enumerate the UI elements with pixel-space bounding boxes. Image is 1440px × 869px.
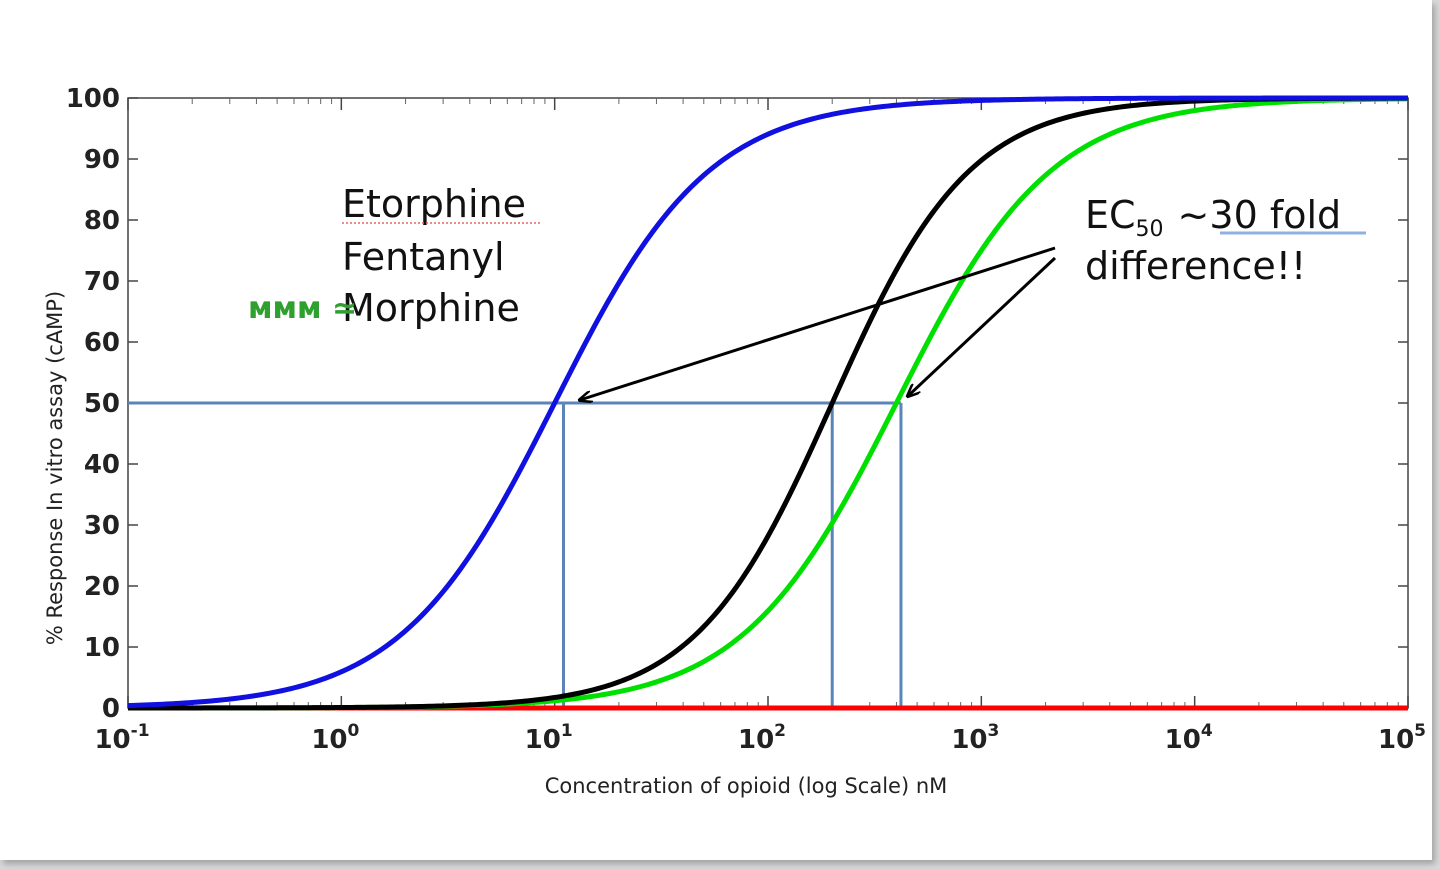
ec50-guide-lines xyxy=(128,401,903,708)
axes: 0 10 20 30 40 50 60 70 80 90 100 10-1 100 101 102 103 10… xyxy=(66,84,1426,755)
y-tick-label: 20 xyxy=(84,572,120,602)
y-tick-label: 70 xyxy=(84,267,120,297)
arrow-to-morphine-ec50 xyxy=(908,256,1057,396)
y-tick-label: 50 xyxy=(84,389,120,419)
legend-morphine: Morphine xyxy=(342,286,520,330)
x-tick-label: 100 xyxy=(311,721,359,755)
y-tick-label: 80 xyxy=(84,206,120,236)
x-tick-label: 10-1 xyxy=(94,721,149,755)
arrow-to-etorphine-ec50 xyxy=(580,246,1056,400)
curves xyxy=(127,95,1409,711)
y-tick-label: 40 xyxy=(84,450,120,480)
y-tick-label: 10 xyxy=(84,633,120,663)
legend-etorphine: Etorphine xyxy=(342,182,526,226)
y-tick-label: 90 xyxy=(84,145,120,175)
ec50-difference-label: difference!! xyxy=(1085,244,1306,288)
y-tick-label: 100 xyxy=(66,84,120,114)
x-tick-label: 105 xyxy=(1378,721,1426,755)
x-tick-label: 103 xyxy=(951,721,999,755)
ec50-label: EC50 ~30 fold xyxy=(1085,193,1341,242)
y-tick-label: 0 xyxy=(102,694,120,724)
y-tick-label: 60 xyxy=(84,328,120,358)
curve-etorphine xyxy=(127,95,1408,709)
x-axis-label: Concentration of opioid (log Scale) nM xyxy=(545,774,948,798)
y-tick-label: 30 xyxy=(84,511,120,541)
x-tick-label: 102 xyxy=(738,721,786,755)
ec50-annotation: EC50 ~30 fold difference!! xyxy=(580,193,1366,400)
x-tick-label: 104 xyxy=(1165,721,1213,755)
curve-fentanyl xyxy=(128,95,1409,711)
morphine-handwritten-mark: ммм ≃ xyxy=(248,291,357,326)
y-axis-label: % Response In vitro assay (cAMP) xyxy=(43,291,67,645)
legend: Etorphine Fentanyl Morphine ммм ≃ xyxy=(248,182,540,330)
legend-fentanyl: Fentanyl xyxy=(342,235,505,279)
x-tick-label: 101 xyxy=(525,721,573,755)
